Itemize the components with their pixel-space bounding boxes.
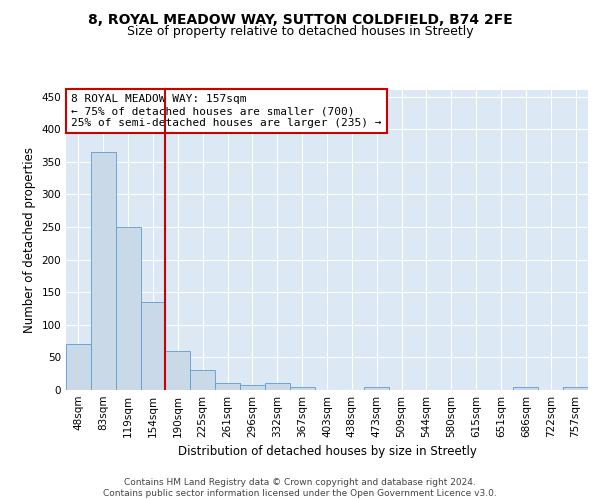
Bar — [140, 302, 166, 390]
X-axis label: Distribution of detached houses by size in Streetly: Distribution of detached houses by size … — [178, 446, 476, 458]
Text: 8, ROYAL MEADOW WAY, SUTTON COLDFIELD, B74 2FE: 8, ROYAL MEADOW WAY, SUTTON COLDFIELD, B… — [88, 12, 512, 26]
Bar — [66, 344, 91, 390]
Bar — [190, 370, 215, 390]
Bar — [364, 388, 389, 390]
Bar — [91, 152, 116, 390]
Text: Size of property relative to detached houses in Streetly: Size of property relative to detached ho… — [127, 25, 473, 38]
Y-axis label: Number of detached properties: Number of detached properties — [23, 147, 36, 333]
Bar — [116, 227, 140, 390]
Text: Contains HM Land Registry data © Crown copyright and database right 2024.
Contai: Contains HM Land Registry data © Crown c… — [103, 478, 497, 498]
Bar — [290, 386, 314, 390]
Bar — [563, 388, 588, 390]
Bar — [514, 388, 538, 390]
Bar — [166, 351, 190, 390]
Bar — [240, 385, 265, 390]
Text: 8 ROYAL MEADOW WAY: 157sqm
← 75% of detached houses are smaller (700)
25% of sem: 8 ROYAL MEADOW WAY: 157sqm ← 75% of deta… — [71, 94, 382, 128]
Bar — [215, 384, 240, 390]
Bar — [265, 384, 290, 390]
